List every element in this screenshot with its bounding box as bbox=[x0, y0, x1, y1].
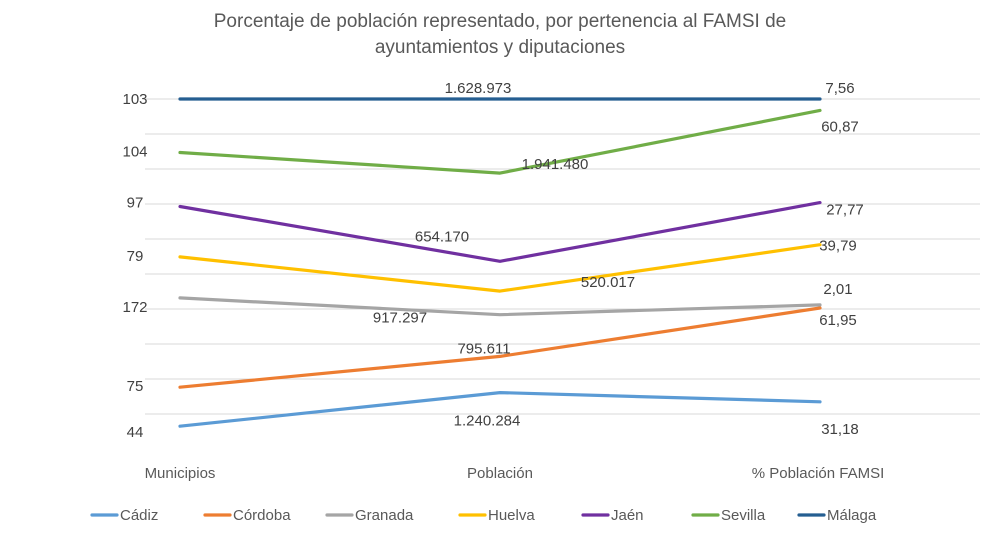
legend-item-sevilla: Sevilla bbox=[691, 507, 766, 524]
legend-label: Córdoba bbox=[233, 507, 291, 524]
data-label-cordoba: 75 bbox=[127, 378, 144, 395]
data-label-sevilla: 104 bbox=[122, 143, 147, 160]
chart-title-line-2: ayuntamientos y diputaciones bbox=[375, 37, 625, 58]
data-label-cadiz: 31,18 bbox=[821, 421, 859, 438]
legend-item-granada: Granada bbox=[325, 507, 414, 524]
data-label-jaen: 654.170 bbox=[415, 228, 469, 245]
data-label-jaen: 97 bbox=[127, 194, 144, 211]
data-label-cordoba: 61,95 bbox=[819, 312, 857, 329]
series-line-huelva bbox=[178, 243, 822, 293]
legend-label: Jaén bbox=[611, 507, 644, 524]
data-label-malaga: 1.628.973 bbox=[445, 80, 512, 97]
legend-label: Cádiz bbox=[120, 507, 158, 524]
category-label-municipios: Municipios bbox=[145, 465, 216, 482]
data-label-cadiz: 44 bbox=[127, 424, 144, 441]
legend-label: Huelva bbox=[488, 507, 535, 524]
data-label-cadiz: 1.240.284 bbox=[454, 413, 521, 430]
category-label-poblacion: Población bbox=[467, 465, 533, 482]
series-line-granada bbox=[178, 296, 822, 317]
legend-item-huelva: Huelva bbox=[458, 507, 535, 524]
series-line-jaen bbox=[178, 201, 822, 263]
category-label-porcentaje: % Población FAMSI bbox=[752, 465, 885, 482]
legend-item-cordoba: Córdoba bbox=[203, 507, 291, 524]
data-label-huelva: 520.017 bbox=[581, 274, 635, 291]
legend-item-jaen: Jaén bbox=[581, 507, 644, 524]
legend: Cádiz Córdoba Granada Huelva Jaén Sevilla Mála… bbox=[90, 507, 877, 524]
series-line-cadiz bbox=[178, 391, 822, 428]
data-label-jaen: 27,77 bbox=[826, 202, 864, 219]
series-line-cordoba bbox=[178, 306, 822, 389]
data-label-sevilla: 60,87 bbox=[821, 118, 859, 135]
legend-label: Málaga bbox=[827, 507, 877, 524]
data-label-huelva: 39,79 bbox=[819, 238, 857, 255]
data-label-huelva: 79 bbox=[127, 248, 144, 265]
chart-title-line-1: Porcentaje de población representado, po… bbox=[214, 11, 786, 32]
data-label-granada: 917.297 bbox=[373, 310, 427, 327]
data-label-granada: 2,01 bbox=[823, 281, 852, 298]
legend-label: Sevilla bbox=[721, 507, 766, 524]
series-line-sevilla bbox=[178, 108, 822, 175]
data-label-malaga: 103 bbox=[122, 91, 147, 108]
data-label-cordoba: 795.611 bbox=[457, 340, 510, 357]
legend-label: Granada bbox=[355, 507, 414, 524]
data-label-malaga: 7,56 bbox=[825, 80, 854, 97]
data-label-granada: 172 bbox=[122, 299, 147, 316]
data-label-sevilla: 1.941.480 bbox=[522, 156, 589, 173]
legend-item-malaga: Málaga bbox=[797, 507, 877, 524]
legend-item-cadiz: Cádiz bbox=[90, 507, 158, 524]
